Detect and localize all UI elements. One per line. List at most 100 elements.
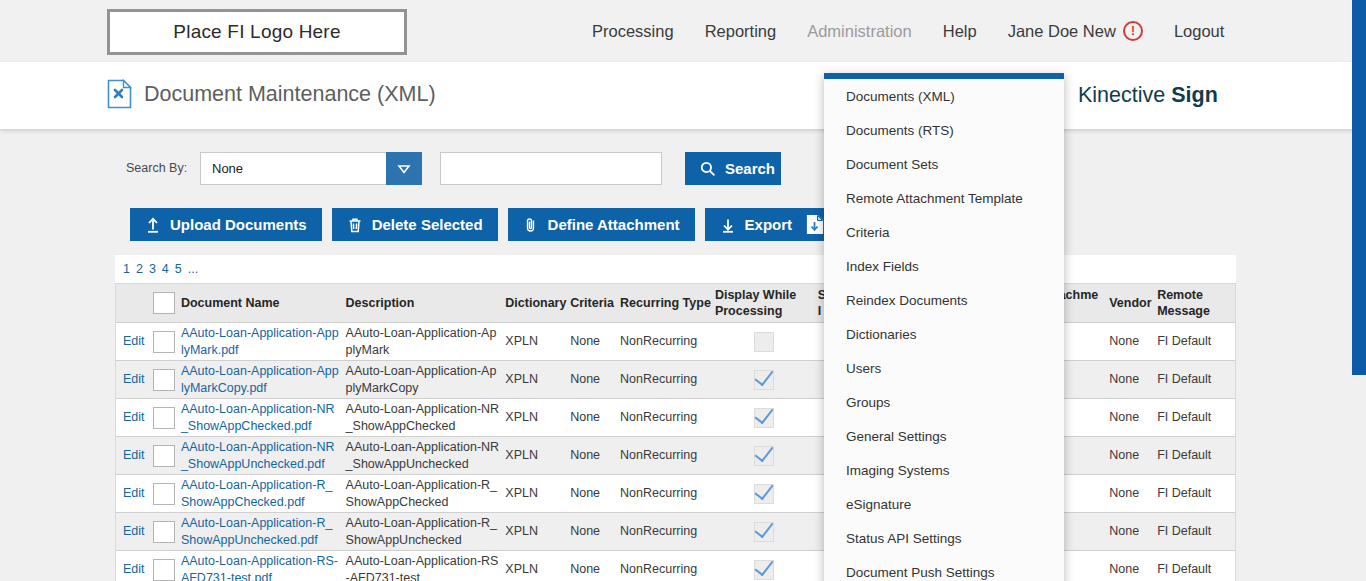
display-while-processing-checkbox[interactable] (754, 332, 774, 352)
fi-logo-text: Place FI Logo Here (173, 21, 340, 43)
page-link-5[interactable]: 5 (175, 262, 182, 276)
document-name-link[interactable]: AAuto-Loan-Application-R_ShowAppUnchecke… (181, 515, 340, 548)
menu-item-index-fields[interactable]: Index Fields (824, 249, 1064, 283)
nav-item-label: Jane Doe New (1008, 22, 1116, 41)
nav-item-administration[interactable]: Administration (807, 22, 912, 41)
select-all-checkbox[interactable] (153, 292, 175, 314)
criteria-cell: None (570, 561, 620, 577)
search-by-label: Search By: (126, 161, 187, 175)
nav-item-logout[interactable]: Logout (1174, 22, 1224, 41)
dictionary-cell: XPLN (505, 371, 570, 387)
recurring-type-cell: NonRecurring (620, 447, 715, 463)
menu-item-reindex-documents[interactable]: Reindex Documents (824, 283, 1064, 317)
menu-item-document-push-settings[interactable]: Document Push Settings (824, 555, 1064, 581)
menu-item-groups[interactable]: Groups (824, 385, 1064, 419)
brand-bold: Sign (1171, 83, 1218, 107)
criteria-cell: None (570, 371, 620, 387)
page-link-4[interactable]: 4 (162, 262, 169, 276)
edit-link[interactable]: Edit (123, 371, 145, 387)
row-select-checkbox[interactable] (153, 559, 175, 581)
dictionary-cell: XPLN (505, 561, 570, 577)
table-row: Edit AAuto-Loan-Application-R_ShowAppChe… (116, 475, 1235, 513)
remote-message-cell: FI Default (1154, 409, 1235, 425)
menu-item-general-settings[interactable]: General Settings (824, 419, 1064, 453)
display-while-processing-checkbox[interactable] (754, 446, 774, 466)
chevron-down-icon[interactable] (386, 152, 422, 185)
vendor-cell: None (1104, 333, 1154, 349)
menu-item-documents-rts-[interactable]: Documents (RTS) (824, 113, 1064, 147)
search-icon (700, 161, 716, 177)
nav-item-reporting[interactable]: Reporting (705, 22, 777, 41)
menu-item-esignature[interactable]: eSignature (824, 487, 1064, 521)
col-document-name: Document Name (181, 295, 346, 311)
search-button[interactable]: Search (685, 152, 781, 185)
document-name-link[interactable]: AAuto-Loan-Application-RS-AFD731-test.pd… (181, 553, 340, 581)
button-label: Export (745, 216, 793, 233)
description-cell: AAuto-Loan-Application-R_ShowAppUnchecke… (346, 515, 506, 548)
nav-item-processing[interactable]: Processing (592, 22, 674, 41)
criteria-cell: None (570, 409, 620, 425)
document-name-link[interactable]: AAuto-Loan-Application-NR_ShowAppChecked… (181, 401, 340, 434)
document-name-link[interactable]: AAuto-Loan-Application-ApplyMarkCopy.pdf (181, 363, 340, 396)
row-select-checkbox[interactable] (153, 483, 175, 505)
row-select-checkbox[interactable] (153, 331, 175, 353)
page-link-2[interactable]: 2 (136, 262, 143, 276)
nav-item-help[interactable]: Help (943, 22, 977, 41)
document-name-link[interactable]: AAuto-Loan-Application-NR_ShowAppUncheck… (181, 439, 340, 472)
edit-link[interactable]: Edit (123, 447, 145, 463)
page-link-1[interactable]: 1 (123, 262, 130, 276)
scrollbar-thumb[interactable] (1352, 0, 1366, 375)
pagination: 12345... (115, 255, 1236, 284)
description-cell: AAuto-Loan-Application-RS-AFD731-test (346, 553, 506, 581)
display-while-processing-checkbox[interactable] (754, 560, 774, 580)
display-while-processing-checkbox[interactable] (754, 522, 774, 542)
display-while-processing-checkbox[interactable] (754, 484, 774, 504)
menu-item-users[interactable]: Users (824, 351, 1064, 385)
document-name-link[interactable]: AAuto-Loan-Application-ApplyMark.pdf (181, 325, 340, 358)
recurring-type-cell: NonRecurring (620, 523, 715, 539)
nav-item-jane-doe-new[interactable]: Jane Doe New! (1008, 21, 1143, 41)
delete-selected-button[interactable]: Delete Selected (332, 208, 498, 241)
document-name-link[interactable]: AAuto-Loan-Application-R_ShowAppChecked.… (181, 477, 340, 510)
row-select-checkbox[interactable] (153, 407, 175, 429)
menu-item-documents-xml-[interactable]: Documents (XML) (824, 79, 1064, 113)
menu-item-dictionaries[interactable]: Dictionaries (824, 317, 1064, 351)
page-title-text: Document Maintenance (XML) (144, 82, 436, 107)
table-row: Edit AAuto-Loan-Application-NR_ShowAppCh… (116, 399, 1235, 437)
upload-documents-button[interactable]: Upload Documents (130, 208, 322, 241)
row-select-checkbox[interactable] (153, 445, 175, 467)
edit-link[interactable]: Edit (123, 485, 145, 501)
table-header-row: Document Name Description Dictionary Cri… (116, 284, 1235, 323)
title-band: Document Maintenance (XML) Kinective Sig… (0, 62, 1366, 129)
col-criteria: Criteria (570, 295, 620, 311)
menu-item-status-api-settings[interactable]: Status API Settings (824, 521, 1064, 555)
row-select-checkbox[interactable] (153, 521, 175, 543)
export-button[interactable]: Export (705, 208, 808, 241)
nav-item-label: Reporting (705, 22, 777, 41)
download-icon (720, 217, 736, 233)
display-while-processing-checkbox[interactable] (754, 408, 774, 428)
page-link-...[interactable]: ... (188, 262, 198, 276)
scrollbar-track[interactable] (1352, 0, 1366, 581)
top-bar: Place FI Logo Here Processing Reporting Ad… (0, 0, 1366, 62)
edit-link[interactable]: Edit (123, 409, 145, 425)
search-by-selected-value: None (212, 161, 243, 176)
display-while-processing-checkbox[interactable] (754, 370, 774, 390)
page-link-3[interactable]: 3 (149, 262, 156, 276)
edit-link[interactable]: Edit (123, 523, 145, 539)
menu-item-document-sets[interactable]: Document Sets (824, 147, 1064, 181)
row-select-checkbox[interactable] (153, 369, 175, 391)
page-title: Document Maintenance (XML) (107, 79, 436, 109)
menu-item-criteria[interactable]: Criteria (824, 215, 1064, 249)
col-display-while-processing: Display While Processing (715, 287, 813, 320)
menu-item-imaging-systems[interactable]: Imaging Systems (824, 453, 1064, 487)
menu-item-remote-attachment-template[interactable]: Remote Attachment Template (824, 181, 1064, 215)
recurring-type-cell: NonRecurring (620, 371, 715, 387)
search-by-select[interactable]: None (200, 152, 422, 185)
recurring-type-cell: NonRecurring (620, 333, 715, 349)
define-attachment-button[interactable]: Define Attachment (508, 208, 695, 241)
edit-link[interactable]: Edit (123, 561, 145, 577)
edit-link[interactable]: Edit (123, 333, 145, 349)
search-input[interactable] (440, 152, 662, 185)
button-label: Delete Selected (372, 216, 483, 233)
